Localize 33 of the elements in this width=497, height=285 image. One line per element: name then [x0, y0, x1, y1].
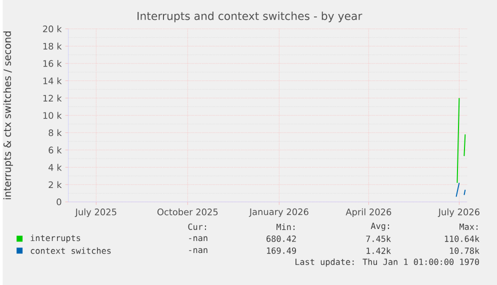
y-tick-label: 6 k [48, 146, 62, 154]
y-tick-label: 14 k [43, 77, 62, 84]
y-axis-title: interrupts & ctx switches / second [3, 31, 13, 199]
y-tick-label: 10 k [43, 112, 62, 119]
legend-label: context switches [30, 247, 111, 254]
x-tick-label: April 2026 [346, 208, 392, 217]
x-tick-label: October 2025 [157, 208, 218, 216]
text: 169.49 [267, 247, 296, 254]
text: 10.78k [450, 247, 480, 254]
text: Last update: Thu Jan 1 01:00:00 1970 [296, 258, 479, 266]
x-tick-label: July 2025 [74, 208, 116, 217]
y-tick-label: 4 k [48, 164, 62, 170]
text: 1.42k [366, 247, 391, 254]
y-tick-label: 20 k [43, 25, 62, 32]
text: 110.64k [444, 235, 480, 242]
y-tick-label: 18 k [43, 42, 62, 50]
y-tick-label: 2 k [48, 180, 62, 188]
x-tick-label: July 2026 [438, 208, 480, 217]
chart-title: Interrupts and context switches - by year [138, 11, 362, 22]
y-tick-label: 12 k [43, 94, 62, 102]
text: 7.45k [366, 235, 391, 242]
text: Max: [460, 223, 478, 230]
text: -nan [189, 248, 208, 253]
y-tick-label: 0 [56, 198, 62, 206]
text: -nan [189, 236, 208, 241]
text: Cur: [188, 223, 206, 230]
text: Avg: [370, 222, 389, 231]
x-tick-label: January 2026 [248, 208, 308, 217]
legend-label: interrupts [30, 234, 80, 243]
text: 680.42 [266, 235, 296, 242]
text: Min: [276, 223, 295, 230]
y-tick-label: 8 k [48, 128, 62, 136]
y-tick-label: 16 k [43, 60, 62, 67]
